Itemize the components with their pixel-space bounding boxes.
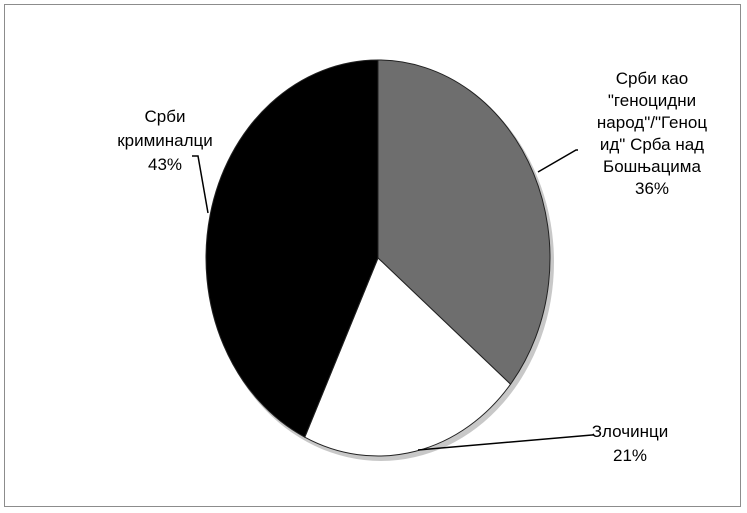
slice-label-line: Бошњацима [603, 157, 701, 176]
slice-label-1: Срби као "геноцидни народ"/"Геноц ид" Срба … [597, 69, 707, 198]
slice-label-line: криминалци [117, 131, 213, 150]
leader-line-3 [192, 155, 209, 214]
slice-label-line: "геноцидни [608, 91, 696, 110]
pie-slice-1 [377, 59, 551, 385]
slice-label-line: народ"/"Геноц [597, 113, 707, 132]
slice-label-3: Срби криминалци 43% [117, 107, 213, 174]
slice-labels: Срби као "геноцидни народ"/"Геноц ид" Срба … [117, 69, 707, 465]
slice-label-line: Злочинци [592, 422, 668, 441]
slice-label-line: Срби као [616, 69, 688, 88]
leader-line-1 [537, 149, 578, 173]
slice-percent: 36% [635, 179, 669, 198]
slice-label-2: Злочинци 21% [592, 422, 668, 465]
slice-percent: 21% [613, 446, 647, 465]
pie-slice-2 [304, 257, 512, 457]
slice-label-line: ид" Срба над [600, 135, 704, 154]
slice-percent: 43% [148, 155, 182, 174]
leader-line-2 [417, 434, 594, 451]
pie-slices [205, 59, 551, 457]
slice-label-line: Срби [145, 107, 186, 126]
pie-slice-3 [205, 59, 379, 438]
leader-lines [192, 149, 594, 451]
